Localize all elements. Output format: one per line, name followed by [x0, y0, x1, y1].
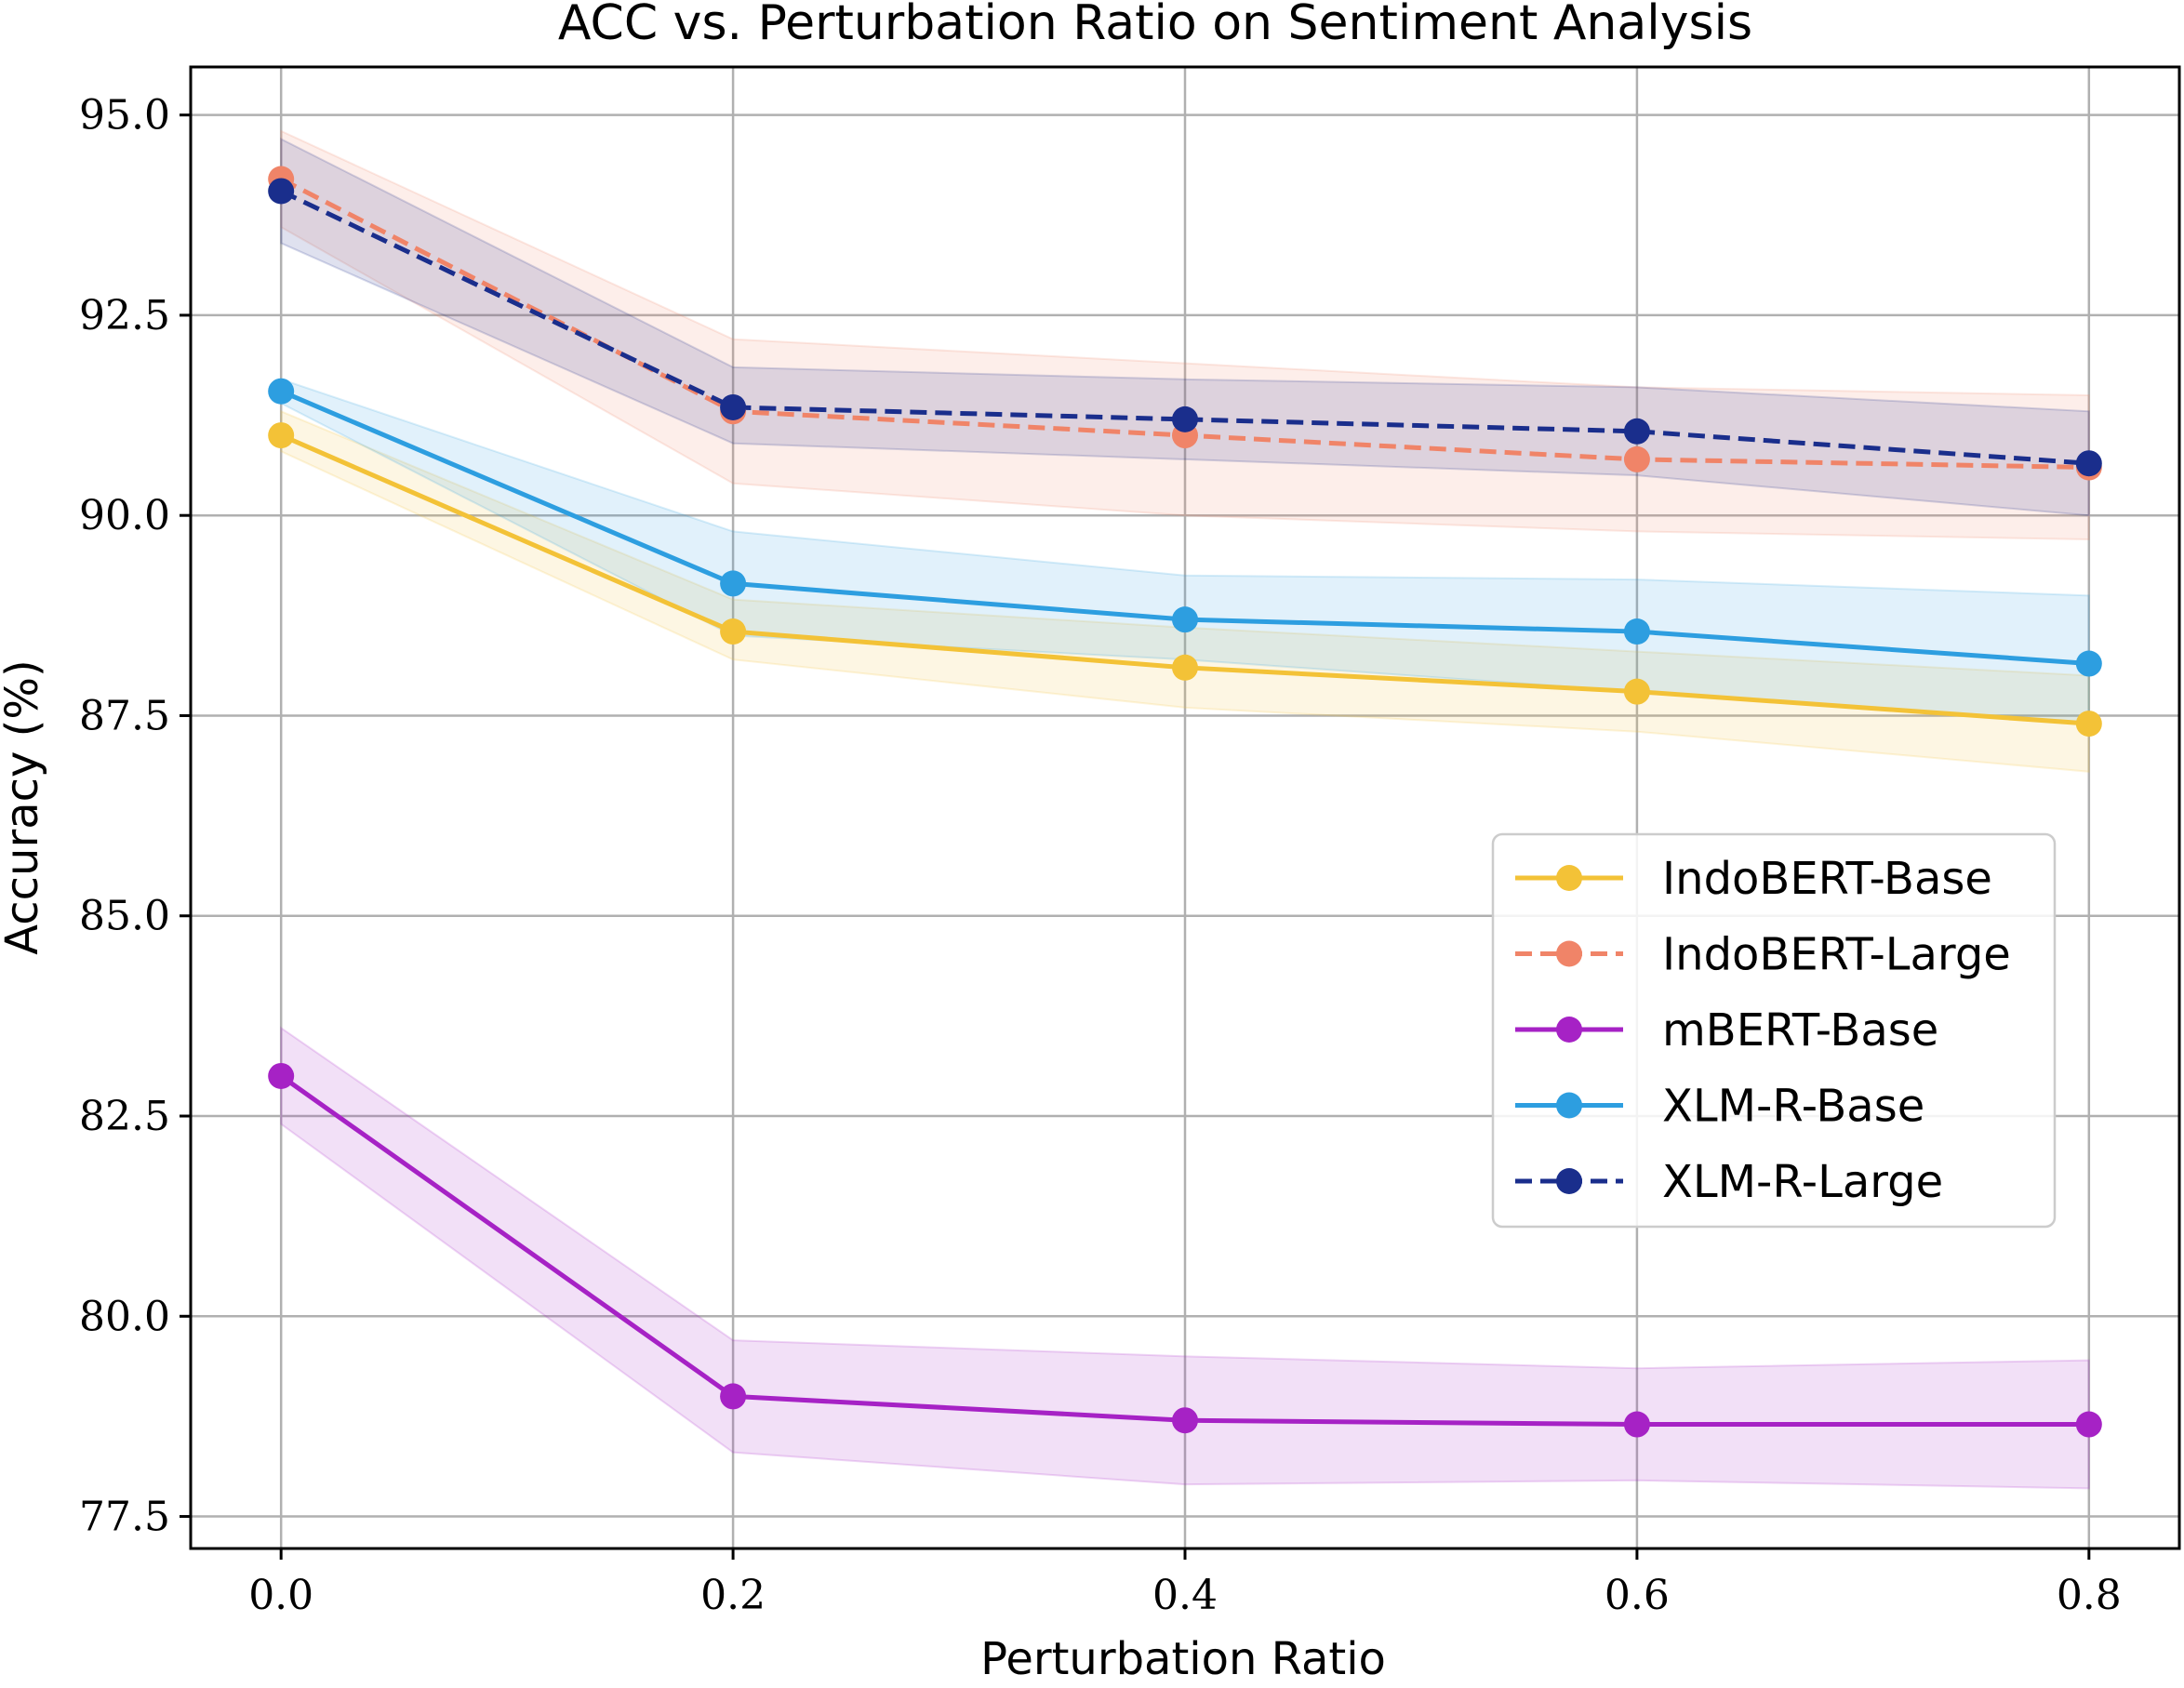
legend-label: IndoBERT-Base	[1662, 853, 1992, 905]
y-tick-label: 92.5	[79, 292, 170, 339]
y-tick-label: 87.5	[79, 692, 170, 739]
y-tick-layer: 77.5 80.0 82.5 85.0 87.5 90.0 92.5 95.0	[79, 92, 191, 1541]
data-point	[2075, 450, 2102, 477]
confidence-band	[280, 1026, 2090, 1490]
data-point	[1172, 654, 1198, 681]
y-tick-label: 85.0	[79, 893, 170, 940]
marker-layer	[268, 166, 2102, 1438]
data-point	[2075, 650, 2102, 677]
legend-marker	[1556, 940, 1582, 967]
data-point	[1623, 678, 1650, 705]
legend-label: IndoBERT-Large	[1662, 929, 2011, 981]
series-line	[280, 189, 2089, 466]
y-tick-label: 77.5	[79, 1494, 170, 1541]
y-tick-label: 82.5	[79, 1093, 170, 1140]
legend-marker	[1556, 865, 1582, 891]
x-tick-label: 0.8	[2057, 1572, 2122, 1619]
data-point	[1172, 1407, 1198, 1434]
data-point	[1623, 1411, 1650, 1438]
data-point	[720, 1383, 747, 1410]
x-tick-label: 0.6	[1605, 1572, 1670, 1619]
x-tick-label: 0.2	[700, 1572, 766, 1619]
y-tick-label: 90.0	[79, 492, 170, 539]
x-tick-label: 0.4	[1152, 1572, 1218, 1619]
x-tick-label: 0.0	[248, 1572, 313, 1619]
chart-title: ACC vs. Perturbation Ratio on Sentiment …	[558, 0, 1752, 51]
data-point	[1172, 405, 1198, 432]
y-tick-label: 80.0	[79, 1293, 170, 1340]
legend-label: mBERT-Base	[1662, 1004, 1938, 1057]
data-point	[2075, 711, 2102, 738]
legend-marker	[1556, 1168, 1582, 1194]
y-axis-label: Accuracy (%)	[0, 659, 48, 954]
x-axis-label: Perturbation Ratio	[980, 1633, 1386, 1685]
data-point	[720, 570, 747, 597]
data-point	[1172, 606, 1198, 633]
data-point	[1623, 418, 1650, 445]
legend-label: XLM-R-Base	[1662, 1081, 1924, 1133]
grid-layer	[191, 67, 2179, 1548]
data-point	[268, 1062, 295, 1089]
data-point	[2075, 1411, 2102, 1438]
legend-box	[1491, 832, 2057, 1229]
legend-label: XLM-R-Large	[1662, 1156, 1943, 1208]
x-tick-layer: 0.0 0.2 0.4 0.6 0.8	[248, 1548, 2122, 1619]
data-point	[268, 422, 295, 449]
data-point	[720, 618, 747, 645]
y-tick-label: 95.0	[79, 92, 170, 140]
data-point	[268, 178, 295, 205]
data-point	[1623, 445, 1650, 472]
data-point	[1623, 618, 1650, 645]
legend-marker	[1556, 1017, 1582, 1043]
data-point	[268, 378, 295, 405]
legend: IndoBERT-Base IndoBERT-Large mBERT-Base XLM…	[1491, 832, 2057, 1229]
data-point	[720, 393, 747, 420]
legend-marker	[1556, 1092, 1582, 1119]
